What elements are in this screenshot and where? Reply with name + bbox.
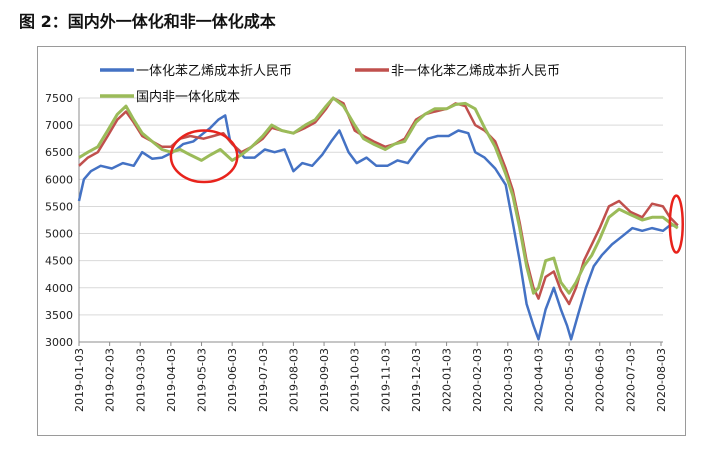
x-tick-label: 2019-07-03 <box>257 348 270 412</box>
x-tick-label: 2020-06-03 <box>594 348 607 412</box>
y-tick-labels: 7500 7000 6500 6000 5500 5000 4500 4000 3500 3000 <box>45 92 73 349</box>
x-tick-label: 2019-05-03 <box>196 348 209 412</box>
x-tick-label: 2019-09-03 <box>318 348 331 412</box>
x-tick-label: 2020-07-03 <box>624 348 637 412</box>
x-tick-label: 2019-10-03 <box>349 348 362 412</box>
x-tick-label: 2019-06-03 <box>226 348 239 412</box>
series-line-2 <box>78 96 679 306</box>
x-tick-label: 2019-02-03 <box>104 348 117 412</box>
x-tick-label: 2019-12-03 <box>410 348 423 412</box>
x-tick-label: 2019-04-03 <box>165 348 178 412</box>
legend-label: 非一体化苯乙烯成本折人民币 <box>391 64 560 79</box>
highlight-ellipse <box>668 194 684 254</box>
highlight-ellipse <box>169 129 239 184</box>
x-tick-label: 2020-01-03 <box>441 348 454 412</box>
axes <box>78 98 663 346</box>
y-tick-label: 7500 <box>45 92 73 105</box>
x-tick-label: 2020-08-03 <box>655 348 668 412</box>
x-tick-labels: 2019-01-03 2019-02-03 2019-03-03 2019-04-03… <box>73 348 668 412</box>
x-tick-label: 2019-03-03 <box>134 348 147 412</box>
series-lines <box>77 96 679 341</box>
legend-label: 国内非一体化成本 <box>136 89 240 105</box>
figure-caption: 图 2：国内外一体化和非一体化成本 <box>19 12 276 31</box>
series-line-3 <box>78 96 679 295</box>
y-tick-label: 4000 <box>45 282 73 295</box>
y-tick-label: 7000 <box>45 119 73 132</box>
legend-label: 一体化苯乙烯成本折人民币 <box>136 64 292 79</box>
x-tick-label: 2019-01-03 <box>73 348 86 412</box>
y-tick-label: 3500 <box>45 309 73 322</box>
y-tick-label: 3000 <box>45 336 73 349</box>
x-tick-label: 2020-02-03 <box>471 348 484 412</box>
gridlines <box>79 97 663 343</box>
x-tick-label: 2019-11-03 <box>379 348 392 412</box>
chart-frame <box>37 46 686 436</box>
y-tick-label: 4500 <box>45 255 73 268</box>
series-line-1 <box>77 114 678 341</box>
x-tick-label: 2020-03-03 <box>502 348 515 412</box>
x-tick-label: 2019-08-03 <box>287 348 300 412</box>
y-tick-label: 5500 <box>45 200 73 213</box>
x-tick-label: 2020-04-03 <box>532 348 545 412</box>
x-tick-label: 2020-05-03 <box>563 348 576 412</box>
y-tick-label: 5000 <box>45 228 73 241</box>
y-tick-label: 6000 <box>45 173 73 186</box>
y-tick-label: 6500 <box>45 146 73 159</box>
annotations <box>169 129 684 254</box>
